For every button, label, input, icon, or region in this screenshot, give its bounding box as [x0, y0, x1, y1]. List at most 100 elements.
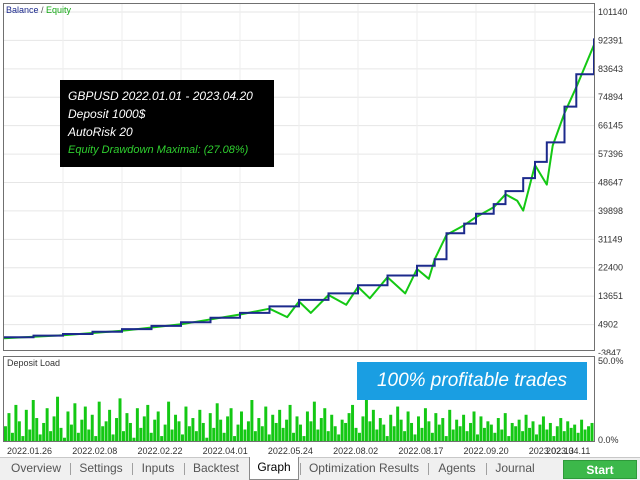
deposit-load-bar [125, 413, 129, 441]
x-tick-label: 2022.09.20 [464, 446, 509, 456]
deposit-load-bar [319, 418, 323, 441]
deposit-load-bar [392, 426, 396, 441]
deposit-load-bar [208, 413, 212, 441]
y-tick-label: 92391 [598, 35, 623, 45]
deposit-load-bar [545, 429, 549, 441]
deposit-load-bar [524, 414, 528, 441]
deposit-load-bar [330, 414, 334, 441]
deposit-load-bar [326, 431, 330, 441]
deposit-load-bar [333, 426, 337, 441]
deposit-load-bar [229, 408, 233, 441]
deposit-load-bar [496, 418, 500, 441]
deposit-load-bar [149, 432, 153, 441]
x-tick-label: 2022.05.24 [268, 446, 313, 456]
tab-agents[interactable]: Agents [428, 458, 486, 480]
deposit-load-bar [420, 427, 424, 441]
deposit-load-bar [97, 401, 101, 441]
deposit-load-bar [399, 419, 403, 441]
deposit-load-bar [510, 422, 514, 441]
x-tick-label: 2023.04.11 [546, 446, 590, 456]
deposit-load-bar [90, 414, 94, 441]
deposit-load-bar [10, 432, 14, 441]
deposit-load-bar [351, 404, 355, 441]
deposit-load-bar [233, 436, 237, 441]
deposit-load-bar [531, 421, 535, 441]
deposit-load-bar [448, 409, 452, 441]
y-tick-label: 57396 [598, 149, 623, 159]
deposit-load-bar [73, 403, 77, 441]
deposit-load-bar [135, 408, 139, 441]
deposit-load-bar [167, 401, 171, 441]
tab-overview[interactable]: Overview [10, 461, 61, 475]
deposit-load-bar [476, 434, 479, 441]
y-tick-label: -3847 [598, 348, 621, 355]
deposit-load-bar [462, 414, 466, 441]
deposit-load-bar [160, 436, 164, 441]
deposit-load-bar [590, 422, 594, 441]
info-autorisk: AutoRisk 20 [68, 125, 133, 139]
deposit-load-bar [56, 396, 60, 441]
tester-tab-bar: Overview Settings Inputs Backtest Graph … [0, 457, 640, 480]
deposit-load-bar [236, 424, 240, 441]
deposit-load-bar [337, 434, 341, 441]
deposit-load-bar [104, 421, 108, 441]
start-button[interactable]: Start [563, 460, 637, 479]
deposit-load-bar [538, 424, 542, 441]
deposit-load-bar [507, 436, 511, 441]
deposit-load-bar [226, 416, 230, 441]
deposit-load-bar [528, 427, 532, 441]
deposit-load-bar [42, 422, 46, 441]
deposit-load-bar [292, 432, 296, 441]
y-tick-label: 4902 [598, 320, 618, 330]
tab-inputs[interactable]: Inputs [132, 458, 184, 480]
deposit-load-chart: 2022.01.26 2022.02.08 2022.02.22 2022.04.01… [3, 356, 624, 456]
tab-graph[interactable]: Graph [249, 457, 299, 480]
balance-line [4, 38, 595, 339]
deposit-load-bar [340, 419, 344, 441]
deposit-load-bar [194, 431, 198, 441]
deposit-load-bar [316, 429, 320, 441]
tab-journal[interactable]: Journal [486, 458, 544, 480]
deposit-load-bar [38, 434, 42, 441]
deposit-load-bar [569, 427, 573, 441]
y-tick-label: 101140 [598, 7, 627, 17]
deposit-load-bar [347, 413, 351, 441]
deposit-load-bar [170, 429, 174, 441]
deposit-load-bar [219, 419, 223, 441]
deposit-load-bar [243, 429, 247, 441]
deposit-load-bar [465, 431, 469, 441]
tab-settings[interactable]: Settings [70, 458, 132, 480]
deposit-load-bar [358, 432, 361, 441]
deposit-load-bar [469, 422, 473, 441]
deposit-load-bar [403, 431, 407, 441]
deposit-load-bar [309, 421, 313, 441]
deposit-load-bar [458, 426, 462, 441]
deposit-load-bar [482, 427, 486, 441]
deposit-load-bar [535, 434, 538, 441]
profitable-trades-banner: 100% profitable trades [357, 362, 587, 400]
deposit-load-bar [489, 424, 493, 441]
deposit-load-bar [240, 411, 243, 441]
chart-frame [3, 3, 595, 351]
deposit-load-bar [364, 395, 368, 441]
deposit-load-bar [139, 427, 143, 441]
deposit-load-bar [479, 416, 483, 441]
tab-backtest[interactable]: Backtest [184, 458, 248, 480]
deposit-load-bar [503, 413, 507, 441]
deposit-load-bar [274, 422, 278, 441]
deposit-load-bar [583, 429, 587, 441]
y-tick-label: 22400 [598, 263, 623, 273]
x-tick-label: 2022.08.17 [398, 446, 443, 456]
deposit-load-bar [122, 431, 125, 441]
tab-optimization-results[interactable]: Optimization Results [300, 458, 428, 480]
deposit-load-bar [66, 411, 70, 441]
deposit-load-bar [434, 413, 438, 441]
deposit-load-bar [246, 421, 250, 441]
deposit-load-bar [423, 408, 427, 441]
x-tick-label: 2023.02.13 [529, 446, 574, 456]
deposit-load-bar [215, 403, 219, 441]
deposit-load-bar [59, 427, 63, 441]
x-tick-label: 2022.04.01 [203, 446, 248, 456]
deposit-load-bar [111, 434, 115, 441]
deposit-load-bar [28, 429, 32, 441]
